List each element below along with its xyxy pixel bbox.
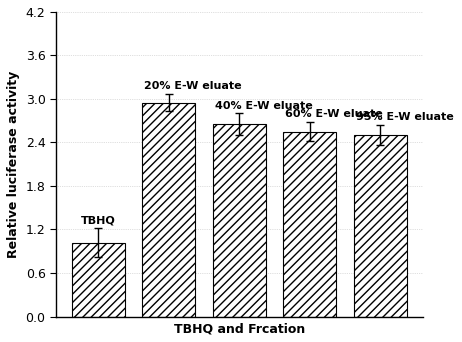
Text: 60% E-W eluate: 60% E-W eluate — [285, 109, 383, 119]
Bar — [72, 242, 125, 316]
Bar — [142, 103, 195, 316]
Y-axis label: Relative luciferase activity: Relative luciferase activity — [7, 70, 20, 258]
Bar — [354, 135, 407, 316]
X-axis label: TBHQ and Frcation: TBHQ and Frcation — [174, 322, 305, 335]
Text: 40% E-W eluate: 40% E-W eluate — [215, 101, 312, 110]
Text: TBHQ: TBHQ — [81, 215, 116, 225]
Bar — [213, 124, 266, 316]
Text: 95% E-W eluate: 95% E-W eluate — [356, 112, 454, 122]
Bar — [283, 132, 336, 316]
Text: 20% E-W eluate: 20% E-W eluate — [144, 81, 242, 91]
